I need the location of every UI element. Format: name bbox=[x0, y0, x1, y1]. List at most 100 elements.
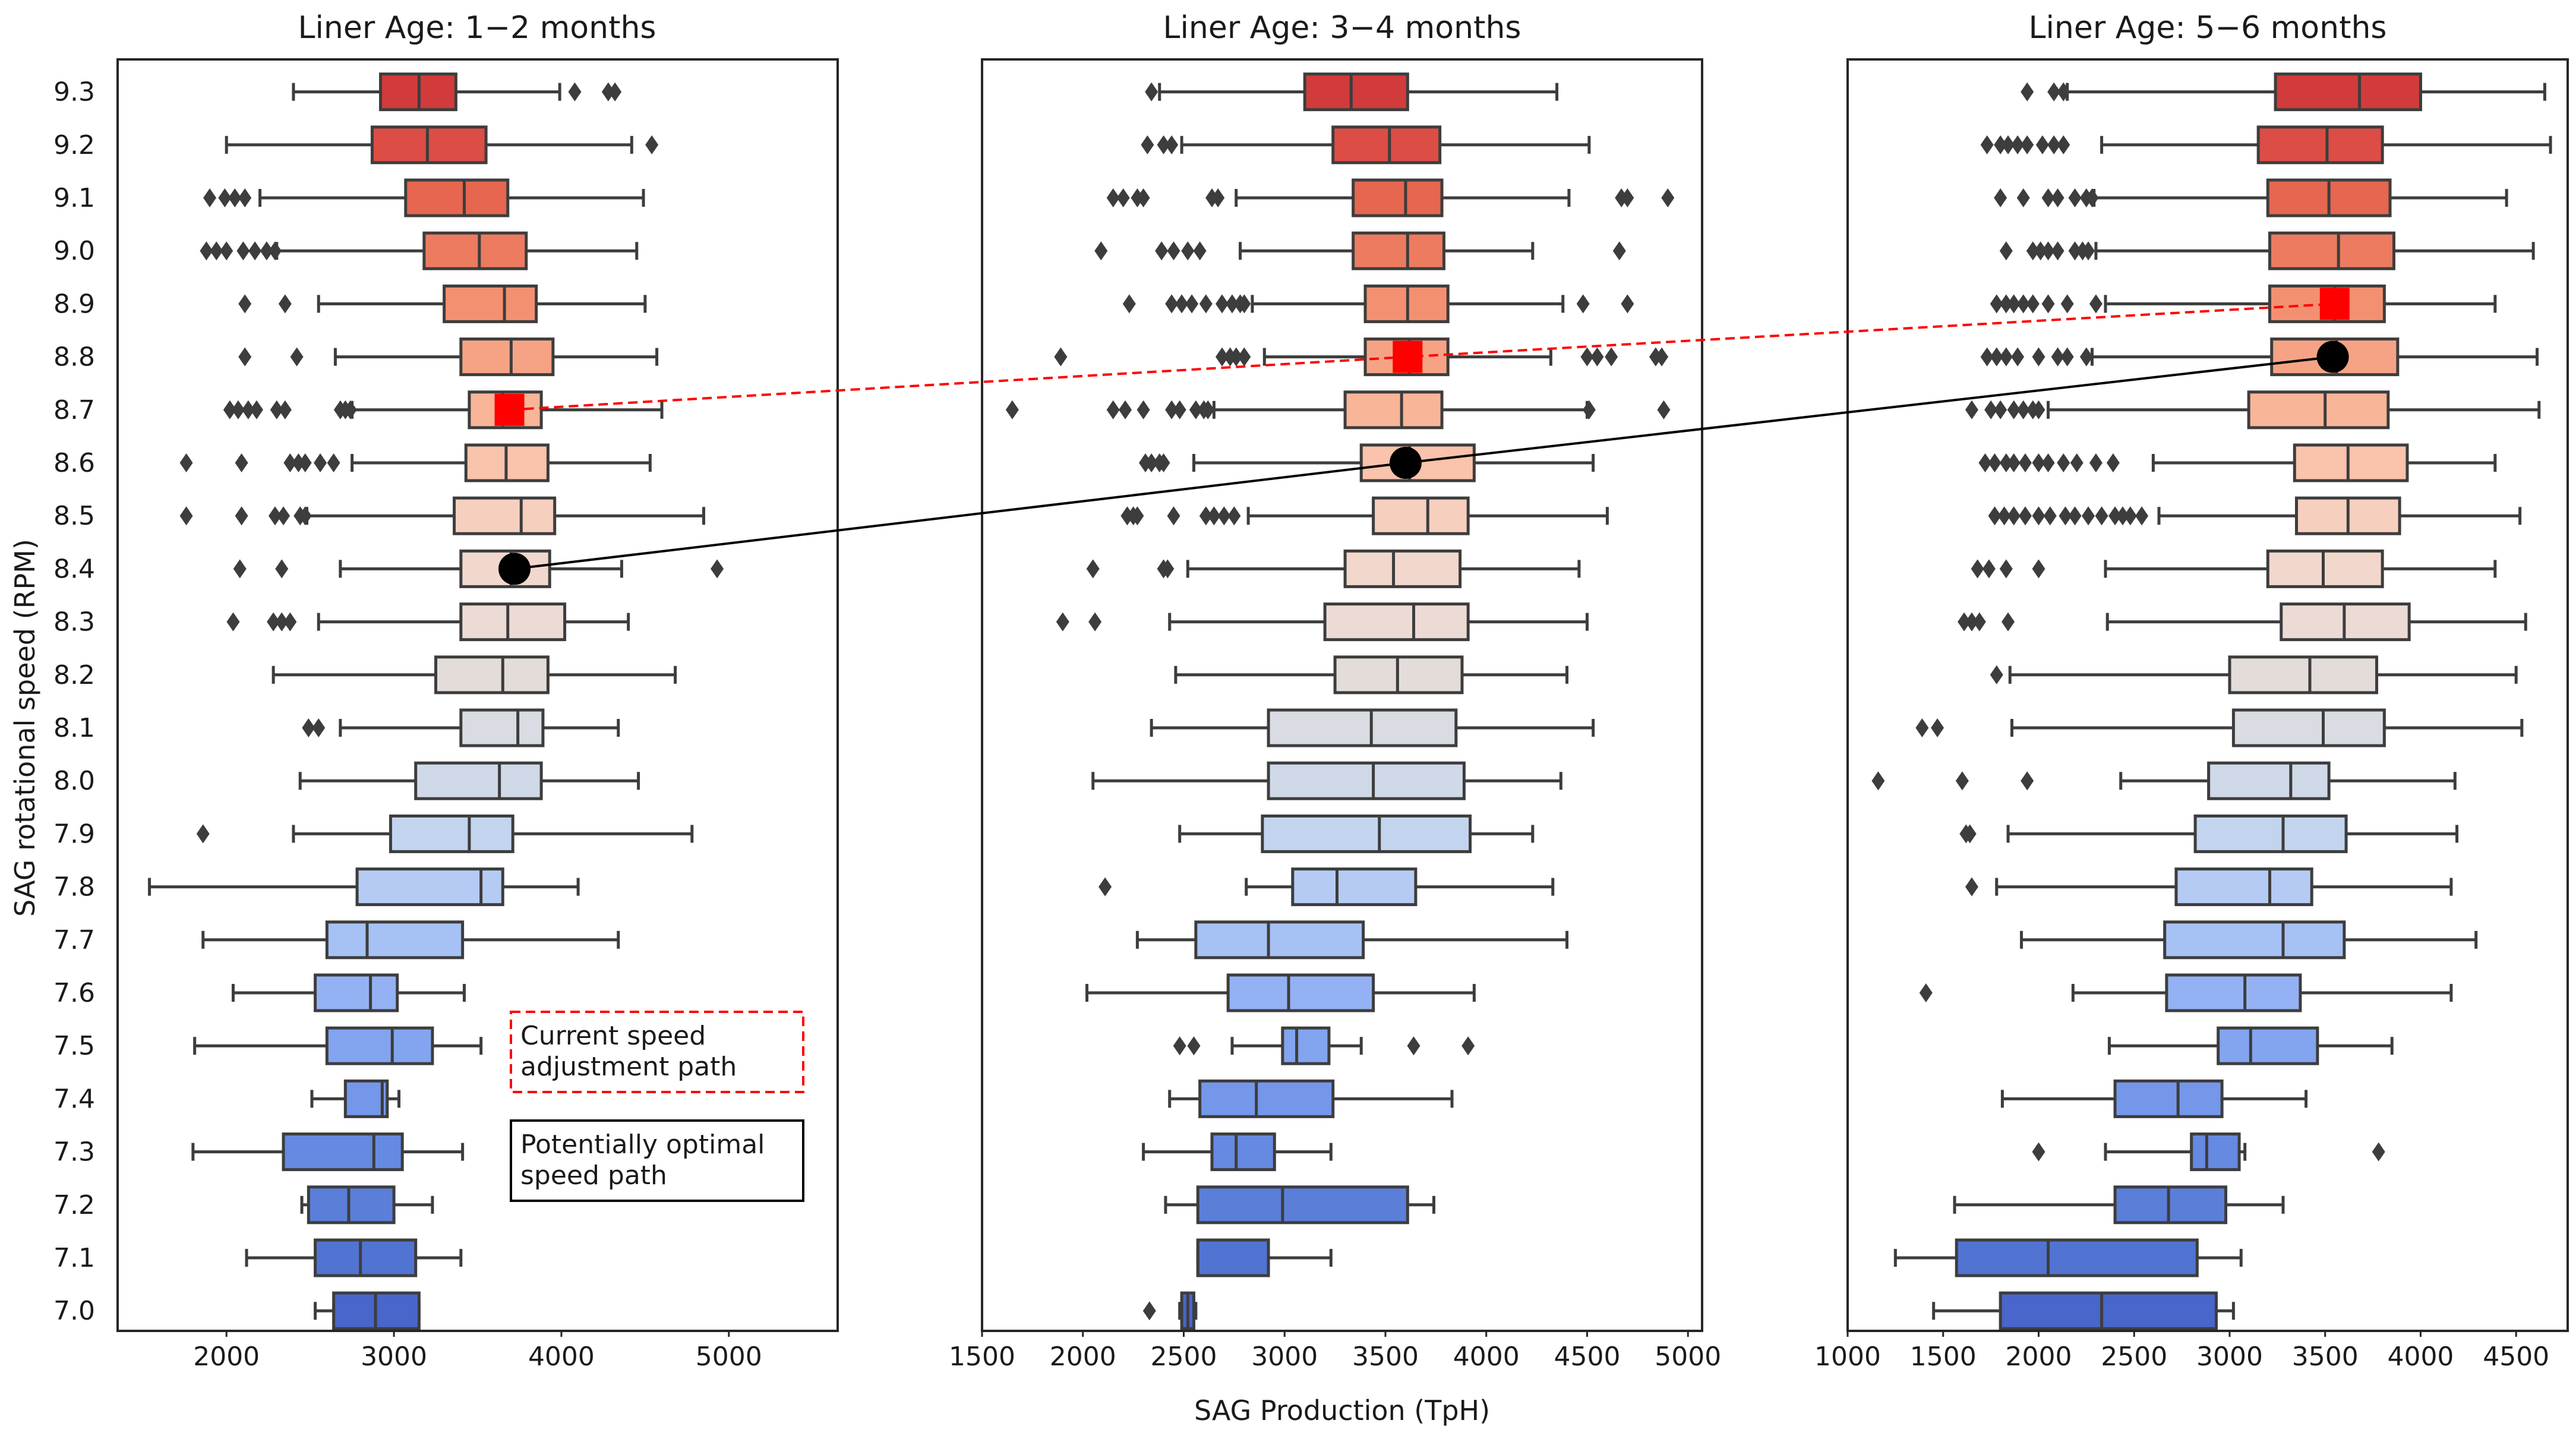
outlier-point bbox=[196, 824, 210, 844]
outlier-point bbox=[2016, 400, 2030, 419]
iqr-box bbox=[314, 1238, 418, 1277]
outlier-point bbox=[2021, 82, 2034, 102]
outlier-point bbox=[1173, 1036, 1186, 1056]
outlier-point bbox=[2068, 506, 2082, 526]
box-9.3 bbox=[292, 72, 622, 112]
outlier-point bbox=[1982, 559, 1996, 579]
iqr-box bbox=[1210, 1132, 1276, 1172]
outlier-point bbox=[1189, 400, 1202, 419]
outlier-point bbox=[1173, 400, 1186, 419]
iqr-box bbox=[1291, 867, 1418, 907]
outlier-point bbox=[1582, 400, 1596, 419]
box-8.1 bbox=[1915, 708, 2524, 747]
box-7.7 bbox=[1135, 920, 1569, 960]
iqr-box bbox=[325, 1026, 434, 1065]
x-tick-label: 1000 bbox=[1814, 1342, 1881, 1372]
outlier-point bbox=[2082, 241, 2095, 261]
outlier-point bbox=[1999, 241, 2013, 261]
y-tick-label: 7.9 bbox=[53, 819, 95, 849]
box-7.6 bbox=[1085, 973, 1476, 1012]
box-7.4 bbox=[310, 1079, 401, 1118]
y-tick-label: 8.6 bbox=[53, 448, 95, 478]
box-9.1 bbox=[203, 178, 645, 217]
outlier-point bbox=[2068, 188, 2082, 207]
outlier-point bbox=[200, 241, 213, 261]
iqr-box bbox=[1955, 1238, 2199, 1277]
box-8.8 bbox=[238, 337, 659, 377]
iqr-box bbox=[459, 337, 555, 377]
outlier-point bbox=[1167, 506, 1180, 526]
speed-paths bbox=[494, 288, 2350, 585]
y-axis-ticks: 9.3 9.2 9.1 9.0 8.9 8.8 8.7 8.6 8.5 8.4 8.3 8.2 8.1 8… bbox=[53, 77, 95, 1327]
box-8.7 bbox=[1005, 390, 1671, 430]
iqr-box bbox=[1261, 814, 1472, 853]
outlier-point bbox=[1963, 824, 1977, 844]
y-tick-label: 8.2 bbox=[53, 660, 95, 690]
box-7.4 bbox=[2000, 1079, 2308, 1118]
iqr-box bbox=[2193, 814, 2348, 853]
path-marker-square bbox=[494, 393, 525, 426]
outlier-point bbox=[268, 241, 282, 261]
x-tick-label: 2500 bbox=[2101, 1342, 2167, 1372]
box-8.7 bbox=[223, 390, 664, 430]
outlier-point bbox=[1999, 347, 2013, 367]
plot-frame bbox=[116, 58, 839, 1332]
outlier-point bbox=[241, 400, 255, 419]
box-7.5 bbox=[193, 1026, 483, 1065]
x-tick-label: 1500 bbox=[949, 1342, 1015, 1372]
outlier-point bbox=[231, 400, 245, 419]
box-9.0 bbox=[1999, 231, 2535, 270]
outlier-point bbox=[2043, 506, 2057, 526]
outlier-point bbox=[210, 241, 223, 261]
outlier-point bbox=[302, 718, 315, 737]
box-7.1 bbox=[1893, 1238, 2243, 1277]
outlier-point bbox=[1994, 400, 2007, 419]
iqr-box bbox=[2228, 655, 2379, 695]
box-7.7 bbox=[201, 920, 620, 960]
iqr-box bbox=[2207, 761, 2331, 800]
outlier-point bbox=[2032, 506, 2045, 526]
outlier-point bbox=[2021, 135, 2034, 154]
outlier-point bbox=[2041, 294, 2055, 314]
x-tick-label: 4500 bbox=[2483, 1342, 2549, 1372]
outlier-point bbox=[711, 559, 724, 579]
outlier-point bbox=[270, 400, 283, 419]
outlier-point bbox=[1086, 559, 1100, 579]
x-tick-label: 2000 bbox=[1050, 1342, 1116, 1372]
outlier-point bbox=[2095, 506, 2108, 526]
outlier-point bbox=[1407, 1036, 1420, 1056]
outlier-point bbox=[2016, 294, 2030, 314]
outlier-point bbox=[1122, 294, 1136, 314]
outlier-point bbox=[2051, 347, 2064, 367]
y-tick-label: 9.3 bbox=[53, 77, 95, 108]
outlier-point bbox=[2032, 559, 2045, 579]
y-tick-label: 9.0 bbox=[53, 236, 95, 266]
outlier-point bbox=[1142, 1301, 1156, 1321]
outlier-point bbox=[1580, 347, 1594, 367]
box-8.8 bbox=[1980, 337, 2539, 377]
outlier-point bbox=[1225, 294, 1239, 314]
outlier-point bbox=[1590, 347, 1604, 367]
outlier-point bbox=[1621, 294, 1634, 314]
y-tick-label: 8.3 bbox=[53, 607, 95, 638]
outlier-point bbox=[228, 188, 242, 207]
outlier-point bbox=[233, 559, 247, 579]
iqr-box bbox=[1196, 1238, 1270, 1277]
iqr-box bbox=[453, 496, 557, 535]
outlier-point bbox=[226, 612, 240, 632]
outlier-point bbox=[2057, 453, 2070, 472]
outlier-point bbox=[568, 82, 582, 102]
outlier-point bbox=[1965, 612, 1978, 632]
outlier-point bbox=[2106, 453, 2120, 472]
outlier-point bbox=[1978, 453, 1992, 472]
iqr-box bbox=[1303, 72, 1409, 112]
outlier-point bbox=[1238, 347, 1251, 367]
iqr-box bbox=[459, 602, 567, 642]
outlier-point bbox=[2002, 135, 2015, 154]
outlier-point bbox=[327, 453, 340, 472]
outlier-point bbox=[608, 82, 622, 102]
y-tick-label: 8.7 bbox=[53, 395, 95, 425]
iqr-box bbox=[1343, 390, 1444, 430]
box-7.2 bbox=[300, 1185, 434, 1225]
